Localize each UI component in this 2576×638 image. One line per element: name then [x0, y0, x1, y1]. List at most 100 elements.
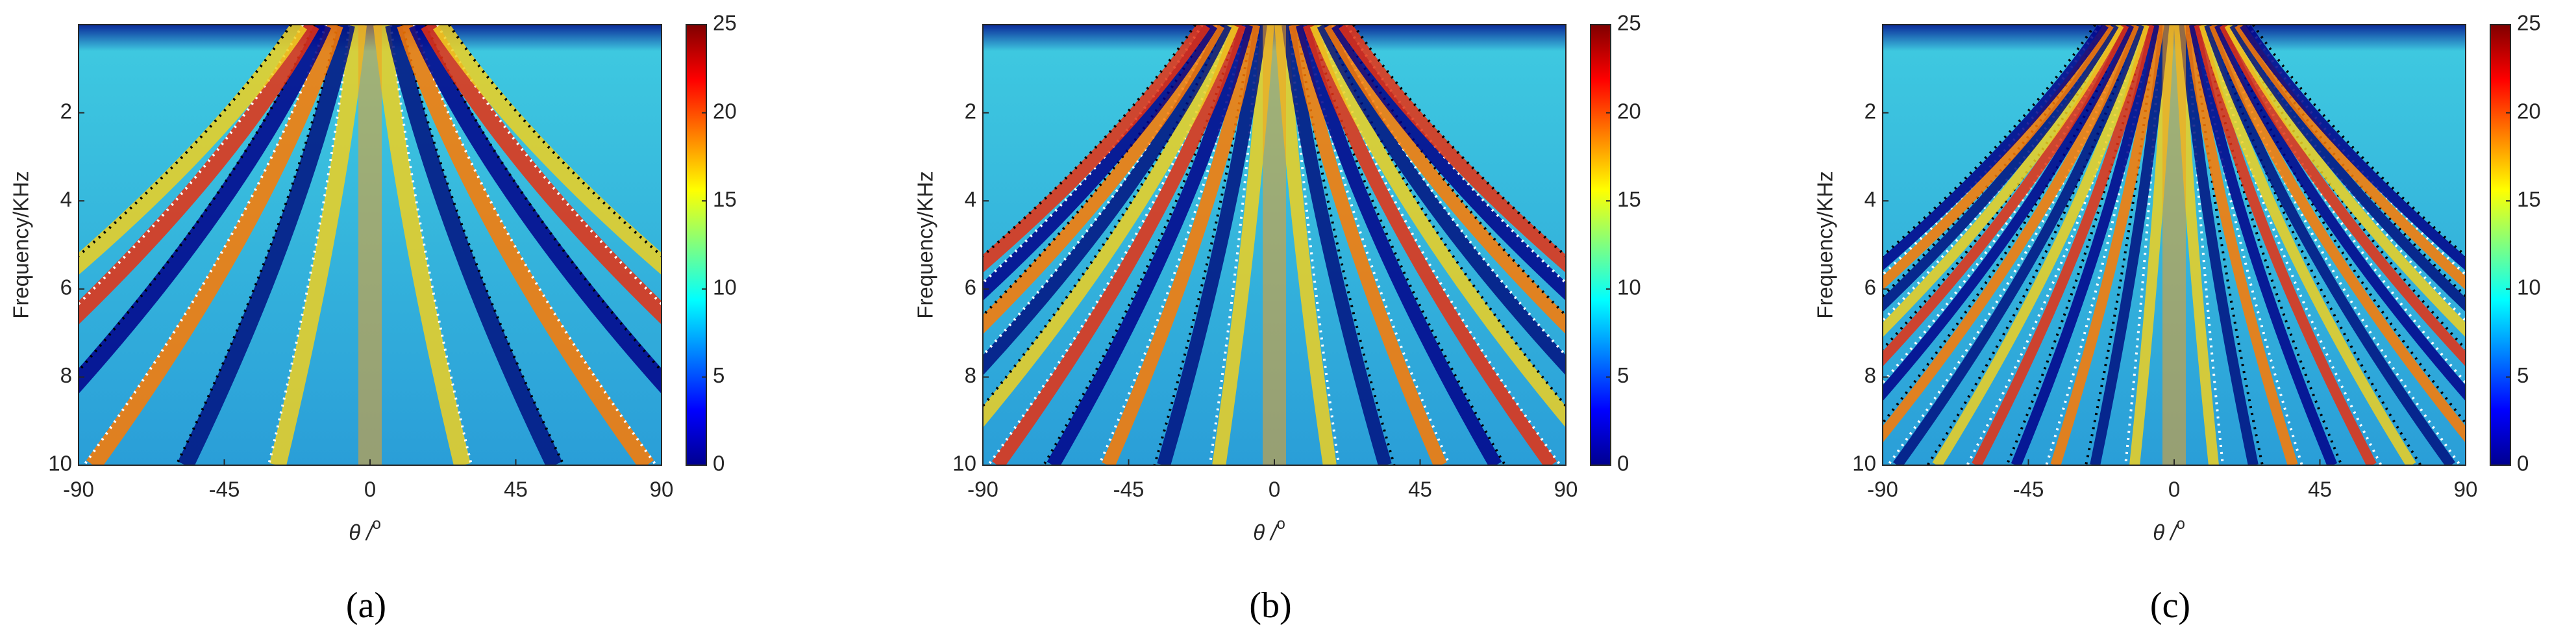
heatmap-dots [1338, 25, 1566, 318]
heatmap-center [1263, 25, 1286, 465]
colorbar-tick-label: 15 [713, 187, 737, 211]
y-axis-title: Frequency/KHz [913, 171, 937, 318]
x-axis-title: θ /o [1253, 515, 1285, 544]
heatmap-dots [2216, 25, 2462, 465]
heatmap-band [1295, 25, 1502, 465]
x-tick-label: 0 [1269, 478, 1280, 502]
colorbar-tick-label: 5 [713, 363, 724, 387]
x-tick-label: 90 [1554, 478, 1578, 502]
colorbar-tick-label: 25 [713, 11, 737, 35]
panel-label: (b) [1249, 585, 1291, 626]
x-tick-label: 45 [1408, 478, 1432, 502]
x-axis-title: θ /o [2153, 515, 2185, 544]
heatmap-dots [1926, 25, 2136, 465]
heatmap-band [86, 25, 343, 465]
y-axis-title: Frequency/KHz [9, 171, 33, 318]
heatmap-band [2050, 25, 2164, 465]
x-tick-label: -90 [967, 478, 998, 502]
heatmap-band [408, 25, 662, 394]
heatmap-band [991, 25, 1246, 465]
x-axis-title-main: θ / [1253, 520, 1278, 544]
heatmap-dots [175, 25, 340, 465]
colorbar-tick-label: 5 [1617, 363, 1629, 387]
heatmap-dots [389, 25, 473, 465]
heatmap-texture [1883, 25, 2466, 465]
colorbar-tick-label: 15 [2517, 187, 2541, 211]
heatmap-texture [79, 25, 662, 465]
y-tick-label: 8 [60, 363, 72, 387]
heatmap-band [1289, 25, 1447, 465]
heatmap-band [2179, 25, 2259, 465]
heatmap-band [2214, 25, 2466, 402]
heatmap-band [79, 25, 332, 394]
heatmap-band [1883, 25, 2129, 367]
heatmap-band [1883, 25, 2114, 290]
y-tick-label: 2 [965, 99, 976, 123]
y-tick-label: 6 [1864, 275, 1876, 300]
heatmap-band [1309, 25, 1566, 428]
heatmap-band [2011, 25, 2160, 465]
y-tick-label: 4 [1864, 187, 1876, 211]
x-tick-label: -90 [63, 478, 94, 502]
heatmap-dots [1887, 25, 2132, 465]
heatmap-texture [983, 25, 1566, 465]
x-tick-label: 0 [2168, 478, 2180, 502]
heatmap-dots [987, 25, 1232, 465]
y-tick-label: 8 [965, 363, 976, 387]
colorbar-tick-label: 20 [1617, 99, 1641, 123]
panel: -90 -45 0 45 90 2 4 6 8 10 θ /o Frequency/KHz 0 5 10 15… [1813, 11, 2541, 626]
heatmap-band [1883, 25, 2135, 402]
heatmap-band [1972, 25, 2155, 465]
heatmap-dots [983, 25, 1211, 318]
x-axis-title-main: θ / [2153, 520, 2178, 544]
colorbar-tick-label: 0 [713, 452, 724, 476]
heatmap-band [397, 25, 654, 465]
x-axis-title-sup: o [372, 515, 380, 533]
heatmap-band [2229, 25, 2466, 313]
colorbar-tick-label: 25 [2517, 11, 2541, 35]
y-tick-label: 2 [1864, 99, 1876, 123]
heatmap-band [79, 25, 319, 325]
heatmap-dots [1317, 25, 1562, 465]
x-tick-label: 90 [650, 478, 674, 502]
heatmap-band [385, 25, 563, 465]
heatmap-band [1102, 25, 1260, 465]
heatmap-band [983, 25, 1232, 376]
heatmap-dots [267, 25, 351, 465]
colorbar-tick-label: 10 [2517, 275, 2541, 300]
heatmap-band [1339, 25, 1566, 273]
heatmap-band [1046, 25, 1254, 465]
heatmap-dots [1310, 25, 1506, 465]
heatmap-band [1331, 25, 1566, 301]
colorbar [2490, 24, 2511, 466]
heatmap-center [358, 25, 382, 465]
heatmap-band [983, 25, 1239, 428]
y-tick-label: 6 [60, 275, 72, 300]
heatmap-band [983, 25, 1225, 335]
heatmap-dots [1043, 25, 1239, 465]
heatmap-band [983, 25, 1210, 273]
heatmap-band [79, 25, 308, 275]
colorbar-tick-label: 10 [713, 275, 737, 300]
heatmap-dots [82, 25, 328, 465]
y-tick-label: 4 [60, 187, 72, 211]
heatmap-band [2188, 25, 2338, 465]
y-tick-label: 10 [952, 452, 976, 476]
colorbar-tick-label: 15 [1617, 187, 1641, 211]
x-axis-title: θ /o [349, 515, 381, 544]
y-tick-label: 10 [48, 452, 72, 476]
x-axis-title-sup: o [1276, 515, 1285, 533]
x-tick-label: 45 [504, 478, 528, 502]
heatmap-band [2209, 25, 2466, 443]
y-tick-label: 10 [1852, 452, 1876, 476]
heatmap-band [1302, 25, 1557, 465]
heatmap-band [1883, 25, 2124, 338]
heatmap-band [1883, 25, 2119, 313]
heatmap-band [2224, 25, 2466, 338]
colorbar-tick-label: 20 [713, 99, 737, 123]
x-axis-title-main: θ / [349, 520, 374, 544]
x-tick-label: 90 [2454, 478, 2478, 502]
y-tick-label: 2 [60, 99, 72, 123]
heatmap-band [177, 25, 355, 465]
